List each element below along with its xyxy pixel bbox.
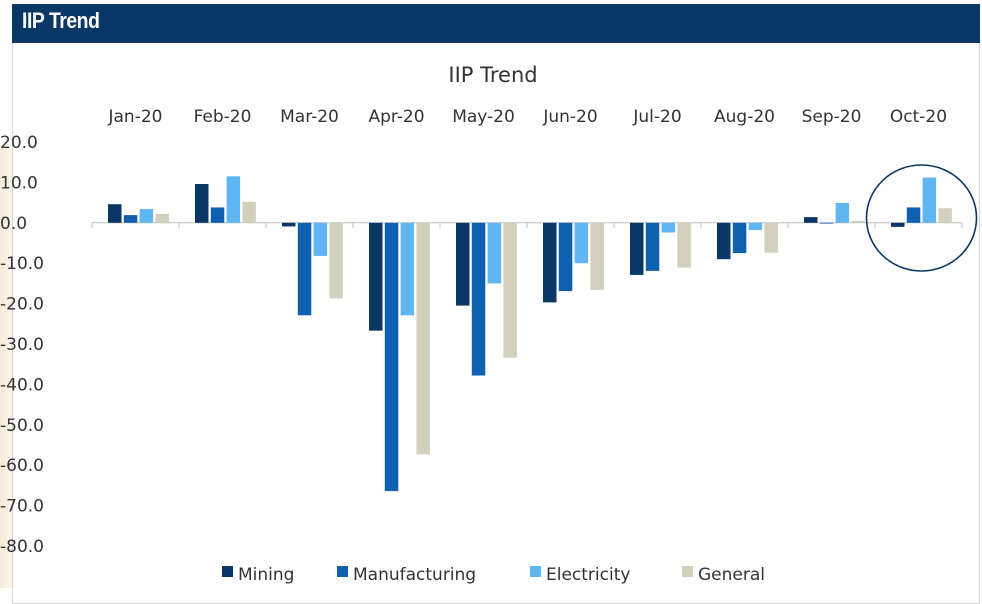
y-tick-label: 0.0 xyxy=(0,214,27,234)
y-tick-label: -60.0 xyxy=(0,456,44,476)
category-label: Oct-20 xyxy=(890,107,947,127)
bar xyxy=(226,176,241,223)
left-decorative-strip xyxy=(0,148,12,588)
legend-swatch xyxy=(682,566,693,577)
legend-swatch xyxy=(337,566,348,577)
category-label: Sep-20 xyxy=(802,107,862,127)
bar xyxy=(543,222,557,303)
bar xyxy=(835,203,850,223)
bar xyxy=(416,222,430,455)
bar xyxy=(313,222,328,256)
highlight-ellipse xyxy=(865,164,978,272)
category-label: Mar-20 xyxy=(280,107,339,127)
bar xyxy=(732,222,747,254)
bar xyxy=(108,204,122,223)
bar xyxy=(297,222,312,316)
legend-label: Electricity xyxy=(546,565,630,585)
bar xyxy=(456,222,470,306)
bar xyxy=(558,222,573,292)
bar xyxy=(661,222,676,233)
page-title: IIP Trend xyxy=(22,8,100,33)
bar xyxy=(764,222,778,253)
y-tick-label: -40.0 xyxy=(0,375,44,395)
legend-swatch xyxy=(222,566,233,577)
legend-label: General xyxy=(698,565,765,585)
category-label: Jan-20 xyxy=(108,107,163,127)
y-tick-label: 10.0 xyxy=(0,173,38,193)
bar xyxy=(645,222,660,271)
bar xyxy=(487,222,502,284)
y-tick-label: 20.0 xyxy=(0,133,38,153)
bar xyxy=(630,222,644,275)
category-label: May-20 xyxy=(452,107,515,127)
bar xyxy=(195,184,209,223)
bar xyxy=(155,213,169,223)
bar xyxy=(906,207,921,223)
bar xyxy=(471,222,486,376)
category-label: Aug-20 xyxy=(714,107,775,127)
y-tick-label: -80.0 xyxy=(0,537,44,557)
category-label: Jun-20 xyxy=(542,107,597,127)
bar xyxy=(242,201,256,223)
y-tick-label: -30.0 xyxy=(0,335,44,355)
bar xyxy=(851,220,865,223)
bar xyxy=(748,222,763,231)
y-tick-label: -20.0 xyxy=(0,295,44,315)
chart-title: IIP Trend xyxy=(448,63,537,87)
bar xyxy=(819,222,834,224)
chart-frame xyxy=(12,4,980,604)
bar xyxy=(210,207,225,223)
y-tick-label: -10.0 xyxy=(0,254,44,274)
header-bar xyxy=(12,4,980,43)
legend-label: Mining xyxy=(238,565,294,585)
bar xyxy=(922,177,937,223)
bar xyxy=(590,222,604,290)
bar xyxy=(891,222,905,227)
bar xyxy=(503,222,517,358)
legend-label: Manufacturing xyxy=(353,565,476,585)
bar xyxy=(123,215,138,223)
category-label: Apr-20 xyxy=(368,107,424,127)
bar xyxy=(369,222,383,331)
bar xyxy=(384,222,399,492)
bar xyxy=(938,208,952,223)
bar xyxy=(282,222,296,227)
category-label: Feb-20 xyxy=(194,107,252,127)
bar xyxy=(677,222,691,268)
bar xyxy=(400,222,415,316)
bar xyxy=(804,217,818,223)
bar xyxy=(717,222,731,260)
y-tick-label: -70.0 xyxy=(0,497,44,517)
y-tick-label: -50.0 xyxy=(0,416,44,436)
bar xyxy=(329,222,343,299)
bar xyxy=(574,222,589,264)
category-label: Jul-20 xyxy=(632,107,681,127)
legend-swatch xyxy=(530,566,541,577)
bar xyxy=(139,209,154,223)
